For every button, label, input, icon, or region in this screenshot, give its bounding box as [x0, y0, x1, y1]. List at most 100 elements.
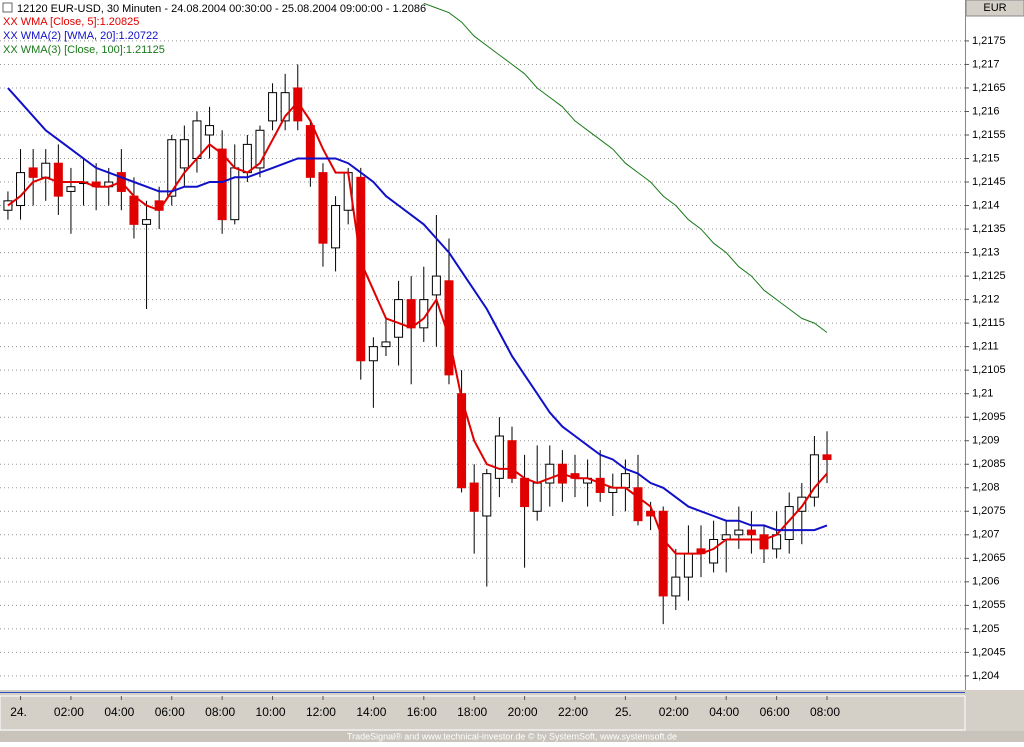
- y-tick-label: 1,21: [972, 388, 993, 400]
- x-tick-label: 18:00: [457, 705, 487, 719]
- candle-body: [683, 553, 693, 578]
- y-tick-label: 1,2165: [972, 82, 1006, 94]
- x-tick-label: 12:00: [306, 705, 336, 719]
- indicator-line: [7, 100, 828, 555]
- y-tick-label: 1,209: [972, 435, 1000, 447]
- x-tick-label: 16:00: [407, 705, 437, 719]
- candle-body: [595, 477, 605, 493]
- candle-body: [545, 463, 555, 484]
- y-tick-label: 1,215: [972, 152, 1000, 164]
- currency-box: [965, 0, 1024, 17]
- candle-body: [318, 172, 328, 244]
- x-tick-label: 06:00: [760, 705, 790, 719]
- indicator-line: [423, 2, 828, 333]
- candle-body: [394, 299, 404, 338]
- x-tick-label: 08:00: [810, 705, 840, 719]
- y-tick-label: 1,216: [972, 105, 1000, 117]
- candle-body: [129, 195, 139, 225]
- candle-body: [331, 205, 341, 249]
- y-tick-label: 1,205: [972, 623, 1000, 635]
- candle-body: [142, 219, 152, 225]
- x-tick-label: 10:00: [256, 705, 286, 719]
- candle-body: [784, 506, 794, 540]
- legend-entry: XX WMA(2) [WMA, 20]:1.20722: [3, 30, 158, 42]
- candle-body: [746, 529, 756, 536]
- candle-body: [759, 534, 769, 550]
- legend-entry: XX WMA [Close, 5]:1.20825: [3, 16, 139, 28]
- title-icon: [2, 2, 13, 13]
- candle-body: [507, 440, 517, 479]
- x-tick-label: 22:00: [558, 705, 588, 719]
- y-tick-label: 1,2175: [972, 35, 1006, 47]
- candle-body: [16, 172, 26, 207]
- time-axis: [0, 695, 966, 731]
- legend-entry: XX WMA(3) [Close, 100]:1.21125: [3, 44, 165, 56]
- candle-body: [242, 143, 252, 174]
- candle-body: [620, 473, 630, 489]
- x-tick-label: 02:00: [54, 705, 84, 719]
- candle-body: [406, 299, 416, 329]
- x-tick-label: 06:00: [155, 705, 185, 719]
- candle-body: [381, 341, 391, 348]
- candle-body: [494, 435, 504, 479]
- y-tick-label: 1,211: [972, 341, 999, 353]
- x-tick-label: 14:00: [356, 705, 386, 719]
- y-tick-label: 1,2135: [972, 223, 1006, 235]
- chart-title: 12120 EUR-USD, 30 Minuten - 24.08.2004 0…: [17, 3, 426, 15]
- currency-label: EUR: [983, 2, 1006, 14]
- y-tick-label: 1,2125: [972, 270, 1006, 282]
- y-tick-label: 1,208: [972, 482, 1000, 494]
- candle-body: [482, 473, 492, 517]
- candle-body: [469, 482, 479, 512]
- x-tick-label: 04:00: [104, 705, 134, 719]
- x-tick-label: 08:00: [205, 705, 235, 719]
- y-tick-label: 1,214: [972, 199, 1000, 211]
- y-tick-label: 1,2045: [972, 646, 1006, 658]
- candle-body: [66, 186, 76, 192]
- candle-body: [293, 87, 303, 122]
- candle-body: [205, 125, 215, 136]
- candle-body: [797, 496, 807, 512]
- y-tick-label: 1,2145: [972, 176, 1006, 188]
- y-tick-label: 1,2075: [972, 505, 1006, 517]
- candle-body: [28, 167, 38, 178]
- y-tick-label: 1,204: [972, 670, 1000, 682]
- x-tick-label: 20:00: [508, 705, 538, 719]
- candle-body: [734, 529, 744, 536]
- candle-body: [53, 162, 63, 197]
- y-tick-label: 1,2155: [972, 129, 1006, 141]
- candle-body: [41, 162, 51, 178]
- x-tick-label: 24.: [10, 705, 27, 719]
- x-tick-label: 04:00: [709, 705, 739, 719]
- candle-body: [192, 120, 202, 160]
- candle-body: [658, 510, 668, 597]
- candle-body: [368, 346, 378, 362]
- y-tick-label: 1,206: [972, 576, 1000, 588]
- candle-body: [646, 510, 656, 517]
- candle-body: [217, 148, 227, 221]
- y-tick-label: 1,212: [972, 294, 1000, 306]
- price-axis: [965, 0, 1024, 690]
- candle-body: [809, 454, 819, 498]
- x-tick-label: 02:00: [659, 705, 689, 719]
- candle-body: [179, 139, 189, 169]
- y-tick-label: 1,2105: [972, 364, 1006, 376]
- candle-body: [633, 487, 643, 522]
- candle-body: [431, 275, 441, 296]
- y-tick-label: 1,2115: [972, 317, 1005, 329]
- candle-body: [671, 576, 681, 597]
- candle-body: [709, 538, 719, 564]
- candle-body: [255, 129, 265, 169]
- candle-body: [167, 139, 177, 197]
- plot-area: [0, 0, 965, 690]
- candle-body: [280, 92, 290, 122]
- y-tick-label: 1,217: [972, 58, 1000, 70]
- y-tick-label: 1,2095: [972, 411, 1006, 423]
- candle-body: [822, 454, 832, 461]
- candle-body: [268, 92, 278, 122]
- indicator-line: [7, 87, 828, 532]
- y-tick-label: 1,2085: [972, 458, 1006, 470]
- candle-body: [305, 125, 315, 178]
